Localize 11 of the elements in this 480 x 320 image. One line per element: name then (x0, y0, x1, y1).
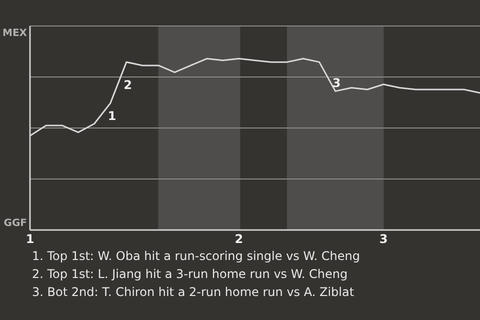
text: MEX (2, 28, 28, 39)
x-tick-label: 3 (379, 232, 388, 246)
text: 3. Bot 2nd: T. Chiron hit a 2-run home run vs A. Ziblat (32, 285, 354, 299)
text: 2. Top 1st: L. Jiang hit a 3-run home run vs W. Cheng (32, 267, 348, 281)
x-tick-label: 2 (234, 232, 244, 246)
annotation: 3 (332, 76, 341, 90)
annotation: 2 (124, 78, 132, 92)
annotation: 1 (108, 108, 116, 123)
text: 1. Top 1st: W. Oba hit a run-scoring single vs W. Cheng (32, 249, 360, 263)
text: GGF (4, 218, 27, 229)
x-tick-label: 1 (26, 232, 34, 246)
